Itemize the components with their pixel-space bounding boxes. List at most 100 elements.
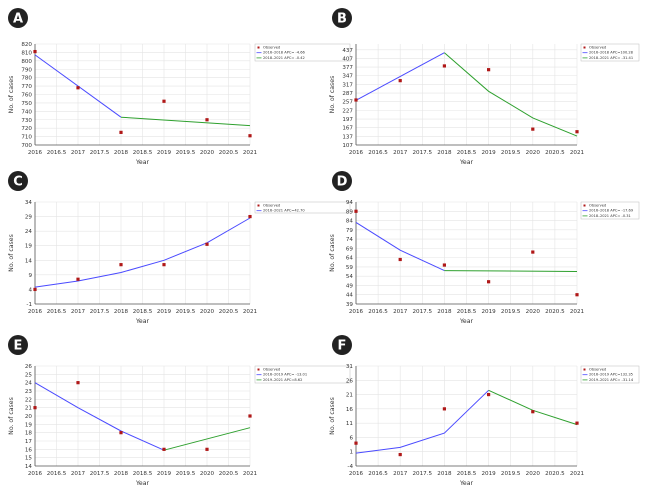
legend-series-label: 2016–2019 APC=132.35 — [589, 373, 633, 377]
y-tick-label: 19 — [25, 244, 33, 250]
legend-observed-label: Observed — [589, 204, 606, 208]
x-tick-label: 2020.5 — [219, 150, 239, 156]
x-tick-label: 2016 — [28, 150, 43, 156]
legend-box — [580, 365, 640, 384]
x-tick-label: 2017.5 — [90, 471, 110, 477]
x-tick-label: 2020.5 — [219, 309, 239, 315]
y-tick-label: 760 — [21, 93, 32, 99]
y-tick-label: 770 — [21, 84, 32, 90]
legend-series-label: 2016–2019 APC= -13.01 — [263, 373, 307, 377]
y-tick-label: 94 — [346, 200, 354, 206]
observed-point — [531, 250, 535, 254]
y-tick-label: 1 — [349, 450, 353, 456]
observed-point — [162, 263, 166, 267]
panel-badge-circle — [8, 8, 28, 28]
y-tick-label: 227 — [342, 108, 353, 114]
observed-point — [205, 118, 209, 122]
y-tick-label: -4 — [347, 464, 353, 470]
x-tick-label: 2016 — [349, 309, 364, 315]
x-tick-label: 2019 — [481, 309, 496, 315]
x-axis-label: Year — [135, 318, 150, 325]
y-tick-label: 720 — [21, 126, 32, 132]
x-tick-label: 2018 — [437, 150, 452, 156]
legend-series-label: 2016–2021 APC=42.70 — [263, 209, 305, 213]
y-tick-label: 347 — [342, 74, 353, 80]
y-tick-label: 59 — [346, 265, 354, 271]
x-tick-label: 2019.5 — [501, 471, 521, 477]
y-tick-label: 31 — [346, 364, 354, 370]
x-tick-label: 2019 — [481, 150, 496, 156]
y-tick-label: -1 — [26, 302, 32, 308]
observed-point — [575, 130, 579, 134]
x-tick-label: 2016.5 — [47, 309, 67, 315]
legend-series-label: 2016–2018 APC=100.28 — [589, 51, 634, 55]
y-tick-label: 800 — [21, 59, 32, 65]
x-tick-label: 2020 — [526, 309, 541, 315]
y-tick-label: 26 — [346, 378, 354, 384]
y-tick-label: 29 — [25, 215, 33, 221]
series-line-1 — [34, 54, 122, 118]
x-tick-label: 2018 — [114, 471, 129, 477]
x-tick-label: 2017.5 — [413, 471, 433, 477]
y-tick-label: 79 — [346, 228, 354, 234]
panel-badge: D — [332, 171, 352, 191]
observed-point — [398, 452, 402, 457]
x-tick-label: 2018.5 — [133, 309, 153, 315]
y-tick-label: 700 — [21, 143, 32, 149]
legend-observed-label: Observed — [589, 46, 606, 50]
y-tick-label: 16 — [346, 407, 354, 413]
y-tick-label: 710 — [21, 135, 32, 141]
series-line-1 — [34, 217, 251, 288]
observed-point — [162, 99, 166, 103]
y-tick-label: 810 — [21, 50, 32, 56]
y-tick-label: 17 — [25, 439, 33, 445]
series-line-2 — [163, 427, 251, 451]
x-tick-label: 2021 — [243, 150, 258, 156]
legend-observed-marker — [257, 46, 260, 49]
legend-observed-marker — [583, 46, 586, 49]
x-tick-label: 2016.5 — [368, 471, 388, 477]
chart-panel-b: 2016 2016.5 2017 2017.5 2018 2018.5 2019 2019.5… — [329, 8, 640, 166]
observed-point — [487, 392, 491, 397]
x-tick-label: 2018.5 — [457, 471, 477, 477]
y-tick-label: 740 — [21, 109, 32, 115]
x-tick-label: 2020.5 — [219, 471, 239, 477]
panel-badge: B — [332, 8, 352, 28]
x-tick-label: 2017.5 — [90, 309, 110, 315]
y-tick-label: 107 — [342, 143, 353, 149]
observed-point — [162, 447, 166, 451]
y-tick-label: 69 — [346, 246, 354, 252]
x-tick-label: 2018.5 — [133, 150, 153, 156]
y-tick-label: 4 — [28, 287, 32, 293]
x-tick-label: 2019.5 — [501, 150, 521, 156]
y-tick-label: 22 — [25, 397, 32, 403]
y-tick-label: 377 — [342, 65, 353, 71]
observed-point — [575, 421, 579, 425]
y-tick-label: 14 — [25, 464, 33, 470]
legend-box — [580, 201, 640, 220]
observed-point — [248, 214, 252, 219]
x-tick-label: 2019 — [157, 150, 172, 156]
y-tick-label: 23 — [25, 389, 33, 395]
observed-point — [33, 49, 37, 54]
y-tick-label: 44 — [346, 293, 354, 299]
legend-series-label: 2018–2021 APC= -0.42 — [263, 56, 305, 60]
y-tick-label: 16 — [25, 447, 33, 453]
legend-series-label: 2016–2018 APC= -17.69 — [589, 209, 634, 213]
x-tick-label: 2020.5 — [545, 150, 565, 156]
y-tick-label: 15 — [25, 456, 33, 462]
panel-badge: E — [8, 335, 28, 355]
x-tick-label: 2018 — [437, 309, 452, 315]
y-tick-label: 257 — [342, 100, 353, 106]
series-line-2 — [444, 270, 578, 272]
y-tick-label: 24 — [25, 229, 33, 235]
observed-point — [33, 406, 37, 410]
x-tick-label: 2019 — [481, 471, 496, 477]
y-tick-label: 34 — [25, 200, 33, 206]
y-tick-label: 317 — [342, 82, 353, 88]
x-tick-label: 2016.5 — [368, 309, 388, 315]
y-tick-label: 197 — [342, 117, 353, 123]
